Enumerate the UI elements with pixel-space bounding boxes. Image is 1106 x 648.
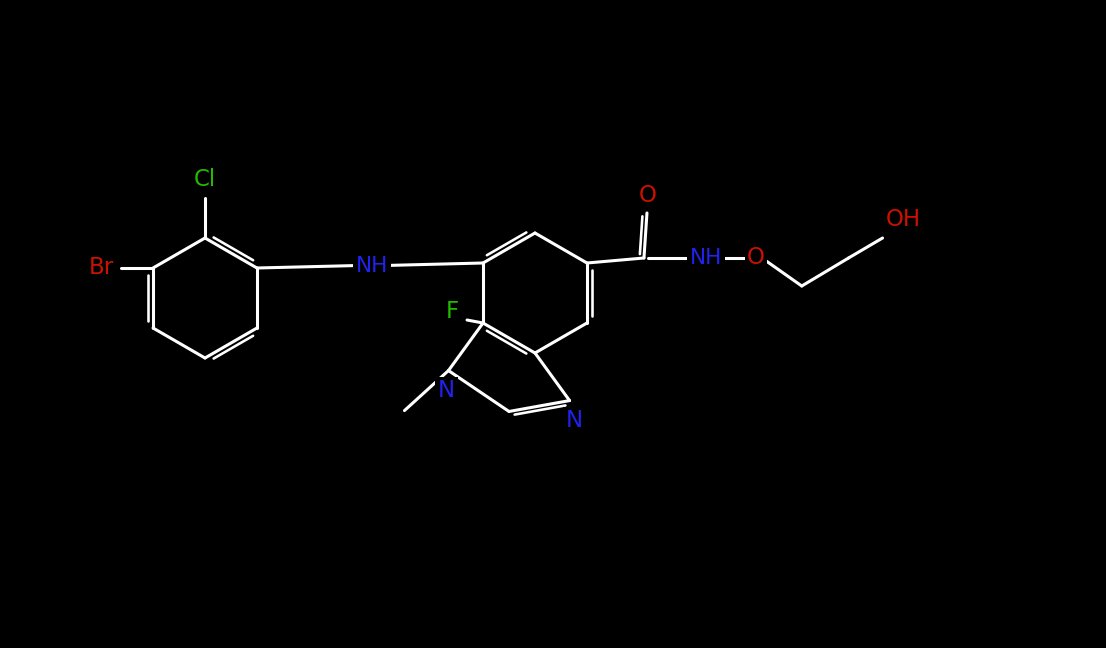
Text: N: N <box>438 379 455 402</box>
Text: Cl: Cl <box>194 168 216 192</box>
Text: N: N <box>566 409 583 432</box>
Text: O: O <box>747 246 765 268</box>
Text: F: F <box>446 299 459 323</box>
Text: NH: NH <box>356 255 388 275</box>
Text: O: O <box>639 183 657 207</box>
Text: Br: Br <box>88 257 114 279</box>
Text: OH: OH <box>886 207 921 231</box>
Text: NH: NH <box>690 248 722 268</box>
